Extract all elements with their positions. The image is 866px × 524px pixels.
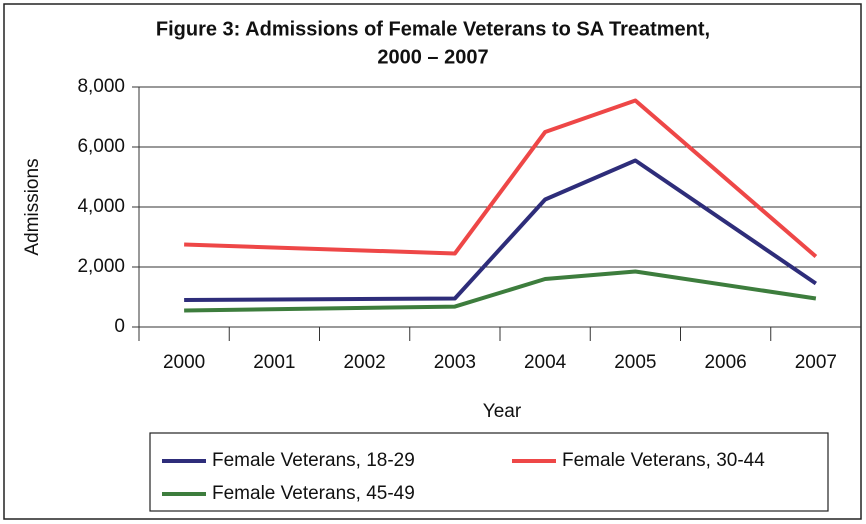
frame	[3, 3, 862, 520]
x-tick-label: 2004	[524, 352, 567, 373]
y-tick-label: 8,000	[77, 76, 125, 97]
y-tick-label: 6,000	[77, 136, 125, 157]
series-line	[184, 98, 818, 259]
y-tick-label: 2,000	[77, 256, 125, 277]
x-tick-label: 2007	[795, 352, 837, 373]
y-tick-label: 0	[114, 316, 125, 337]
x-tick-label: 2000	[163, 352, 205, 373]
x-tick-label: 2005	[614, 352, 656, 373]
legend-label: Female Veterans, 30-44	[562, 450, 765, 471]
series-line	[184, 158, 818, 302]
x-tick-label: 2006	[704, 352, 746, 373]
chart-title: Figure 3: Admissions of Female Veterans …	[156, 18, 710, 40]
legend-label: Female Veterans, 45-49	[212, 483, 415, 504]
x-axis-label: Year	[483, 401, 522, 422]
x-tick-label: 2002	[343, 352, 385, 373]
series-line	[184, 269, 817, 313]
legend-label: Female Veterans, 18-29	[212, 450, 415, 471]
legend-box	[149, 432, 829, 512]
y-axis-label: Admissions	[22, 158, 43, 255]
x-tick-label: 2003	[434, 352, 476, 373]
chart-title: 2000 – 2007	[377, 46, 488, 68]
y-tick-label: 4,000	[77, 196, 125, 217]
x-tick-label: 2001	[253, 352, 295, 373]
